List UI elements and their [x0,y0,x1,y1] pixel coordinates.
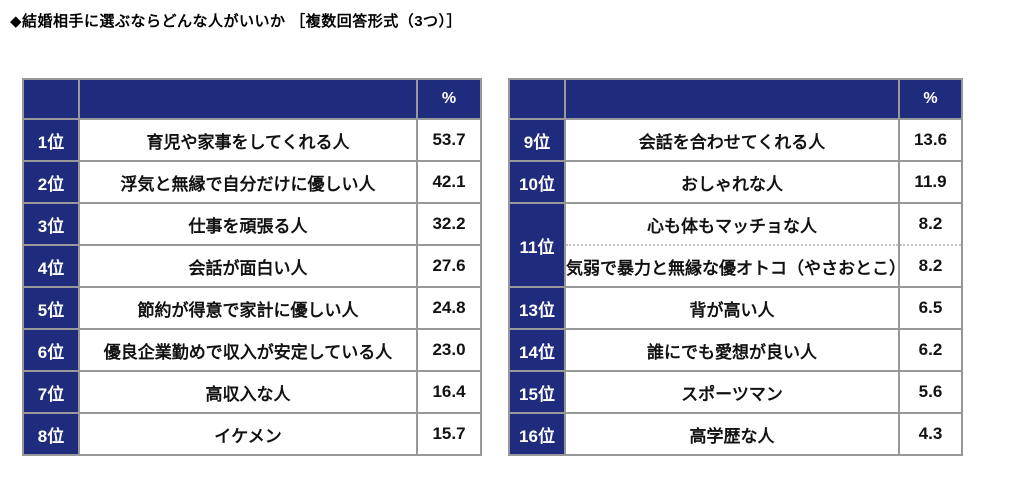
ranking-table-right: % 9位 会話を合わせてくれる人 13.6 10位 おしゃれな人 11.9 11… [508,78,963,456]
rank-cell: 1位 [22,118,80,162]
value-cell: 32.2 [416,202,482,246]
label-cell: 心も体もマッチョな人 [564,202,900,246]
page-title: ◆結婚相手に選ぶならどんな人がいいか ［複数回答形式（3つ）］ [10,13,463,30]
rank-cell: 13位 [508,286,566,330]
header-percent-cell: % [898,78,963,120]
table-row: 7位 高収入な人 16.4 [22,370,482,414]
label-cell: 育児や家事をしてくれる人 [78,118,418,162]
value-cell: 4.3 [898,412,963,456]
label-cell: おしゃれな人 [564,160,900,204]
table-row: 6位 優良企業勤めで収入が安定している人 23.0 [22,328,482,372]
label-cell: 会話を合わせてくれる人 [564,118,900,162]
label-cell: 背が高い人 [564,286,900,330]
header-rank-cell [22,78,80,120]
label-cell: 高学歴な人 [564,412,900,456]
table-row: 14位 誰にでも愛想が良い人 6.2 [508,328,963,372]
value-cell: 5.6 [898,370,963,414]
table-row: 3位 仕事を頑張る人 32.2 [22,202,482,246]
value-cell: 8.2 [898,244,963,288]
value-cell: 8.2 [898,202,963,246]
table-row: 1位 育児や家事をしてくれる人 53.7 [22,118,482,162]
label-cell: 浮気と無縁で自分だけに優しい人 [78,160,418,204]
value-cell: 27.6 [416,244,482,288]
label-cell: 高収入な人 [78,370,418,414]
value-cell: 24.8 [416,286,482,330]
table-row: 9位 会話を合わせてくれる人 13.6 [508,118,963,162]
table-row-tie-first: 11位 心も体もマッチョな人 8.2 [508,202,963,288]
rank-cell: 15位 [508,370,566,414]
rank-cell: 10位 [508,160,566,204]
value-cell: 53.7 [416,118,482,162]
rank-cell: 2位 [22,160,80,204]
label-cell: 優良企業勤めで収入が安定している人 [78,328,418,372]
rank-cell: 14位 [508,328,566,372]
value-cell: 13.6 [898,118,963,162]
header-percent-cell: % [416,78,482,120]
label-cell: 仕事を頑張る人 [78,202,418,246]
header-answer-cell [564,78,900,120]
header-rank-cell [508,78,566,120]
label-cell: 誰にでも愛想が良い人 [564,328,900,372]
value-cell: 6.2 [898,328,963,372]
rank-cell-tie: 11位 [508,202,566,288]
header-answer-cell [78,78,418,120]
table-row: 16位 高学歴な人 4.3 [508,412,963,456]
rank-cell: 7位 [22,370,80,414]
value-cell: 15.7 [416,412,482,456]
label-cell: スポーツマン [564,370,900,414]
table-row-tie-second: 気弱で暴力と無縁な優オトコ（やさおとこ） 8.2 [509,244,963,288]
label-cell: 気弱で暴力と無縁な優オトコ（やさおとこ） [564,244,900,288]
rank-cell: 4位 [22,244,80,288]
table-row: 5位 節約が得意で家計に優しい人 24.8 [22,286,482,330]
rank-cell: 5位 [22,286,80,330]
table-row: 13位 背が高い人 6.5 [508,286,963,330]
value-cell: 42.1 [416,160,482,204]
rank-cell: 6位 [22,328,80,372]
value-cell: 11.9 [898,160,963,204]
table-header-row: % [508,78,963,120]
label-cell: 節約が得意で家計に優しい人 [78,286,418,330]
value-cell: 23.0 [416,328,482,372]
ranking-table-left: % 1位 育児や家事をしてくれる人 53.7 2位 浮気と無縁で自分だけに優しい… [22,78,482,456]
label-cell: 会話が面白い人 [78,244,418,288]
table-row: 10位 おしゃれな人 11.9 [508,160,963,204]
rank-cell: 9位 [508,118,566,162]
table-row: 4位 会話が面白い人 27.6 [22,244,482,288]
table-row: 2位 浮気と無縁で自分だけに優しい人 42.1 [22,160,482,204]
label-cell: イケメン [78,412,418,456]
rank-cell: 8位 [22,412,80,456]
value-cell: 6.5 [898,286,963,330]
rank-cell: 3位 [22,202,80,246]
table-row: 15位 スポーツマン 5.6 [508,370,963,414]
table-row: 8位 イケメン 15.7 [22,412,482,456]
rank-cell: 16位 [508,412,566,456]
value-cell: 16.4 [416,370,482,414]
table-header-row: % [22,78,482,120]
